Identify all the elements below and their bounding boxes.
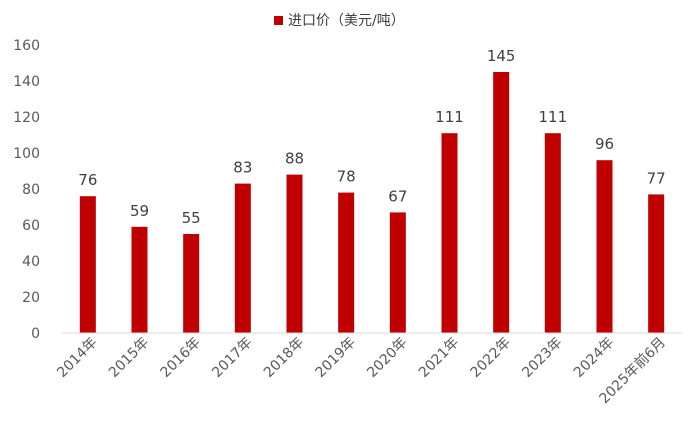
data-label: 145 bbox=[487, 47, 516, 65]
data-label: 55 bbox=[182, 209, 201, 227]
bar bbox=[79, 196, 96, 333]
x-tick-label: 2022年 bbox=[468, 335, 514, 381]
y-tick-label: 0 bbox=[31, 326, 40, 342]
y-tick-label: 120 bbox=[13, 110, 40, 126]
legend: 进口价（美元/吨） bbox=[274, 13, 405, 29]
x-tick-label: 2014年 bbox=[54, 335, 100, 381]
legend-label: 进口价（美元/吨） bbox=[288, 13, 405, 29]
data-label: 59 bbox=[130, 202, 149, 220]
bar bbox=[389, 212, 406, 333]
x-axis: 2014年 2015年 2016年 2017年 2018年 2019年 2020年 2021年… bbox=[54, 332, 682, 407]
bar bbox=[596, 160, 613, 333]
data-label: 83 bbox=[233, 159, 252, 177]
bar bbox=[286, 174, 303, 333]
data-label: 88 bbox=[285, 150, 304, 168]
x-tick-label: 2020年 bbox=[364, 335, 410, 381]
bar bbox=[183, 234, 200, 333]
x-tick-label: 2018年 bbox=[261, 335, 307, 381]
y-tick-label: 140 bbox=[13, 74, 40, 90]
x-tick-label: 2017年 bbox=[209, 335, 255, 381]
x-tick-label: 2019年 bbox=[313, 335, 359, 381]
y-tick-label: 60 bbox=[22, 218, 40, 234]
x-tick-label: 2015年 bbox=[106, 335, 152, 381]
data-label: 111 bbox=[539, 108, 568, 126]
y-tick-label: 40 bbox=[22, 254, 40, 270]
bars bbox=[79, 72, 665, 333]
data-label: 67 bbox=[388, 187, 407, 205]
bar bbox=[338, 192, 355, 333]
x-tick-label: 2016年 bbox=[158, 335, 204, 381]
bar bbox=[441, 133, 458, 333]
bar bbox=[131, 226, 148, 333]
data-labels: 76 59 55 83 88 78 67 111 145 111 96 77 bbox=[78, 47, 665, 227]
bar bbox=[234, 183, 251, 333]
data-label: 77 bbox=[647, 169, 666, 187]
data-label: 96 bbox=[595, 135, 614, 153]
y-tick-label: 160 bbox=[13, 38, 40, 54]
bar bbox=[544, 133, 561, 333]
x-tick-label: 2024年 bbox=[571, 335, 617, 381]
bar bbox=[648, 194, 665, 333]
bar bbox=[493, 72, 510, 333]
y-tick-label: 20 bbox=[22, 290, 40, 306]
data-label: 78 bbox=[337, 168, 356, 186]
y-axis: 0 20 40 60 80 100 120 140 160 bbox=[13, 38, 40, 342]
legend-swatch bbox=[274, 16, 283, 25]
x-tick-label: 2023年 bbox=[519, 335, 565, 381]
data-label: 111 bbox=[435, 108, 464, 126]
x-tick-label: 2021年 bbox=[416, 335, 462, 381]
y-tick-label: 100 bbox=[13, 146, 40, 162]
data-label: 76 bbox=[78, 171, 97, 189]
y-tick-label: 80 bbox=[22, 182, 40, 198]
